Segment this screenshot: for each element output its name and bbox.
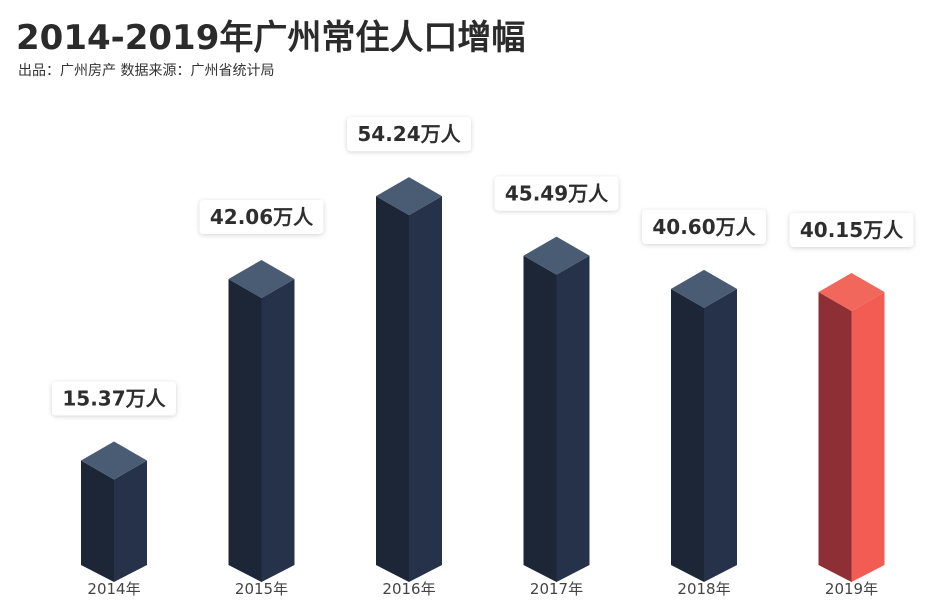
bar-2018年	[671, 269, 737, 582]
bar-top-face	[376, 177, 442, 216]
bar-2016年	[376, 177, 442, 582]
value-label-box	[642, 209, 766, 244]
x-tick-label: 2015年	[235, 580, 288, 598]
value-label-text: 40.60万人	[652, 215, 756, 239]
bar-2015年	[228, 259, 295, 582]
value-label-2014年: 15.37万人	[52, 381, 176, 416]
bar-left-face	[671, 288, 704, 582]
value-label-2016年: 54.24万人	[347, 117, 471, 152]
x-tick-label: 2016年	[382, 580, 435, 598]
value-label-box	[199, 199, 324, 234]
value-label-text: 15.37万人	[62, 386, 166, 410]
value-label-2015年: 42.06万人	[199, 199, 324, 234]
bar-right-face	[114, 460, 147, 582]
x-axis-labels: 2014年 2015年 2016年 2017年 2018年 2019年	[87, 580, 878, 598]
bar-top-face	[671, 269, 737, 308]
x-tick-label: 2017年	[530, 580, 583, 598]
value-labels-group: 15.37万人 42.06万人 54.24万人 45.49万人 40.60万人 40.15…	[52, 117, 914, 416]
bar-left-face	[523, 255, 557, 582]
bars-group	[81, 177, 885, 582]
x-tick-label: 2018年	[677, 580, 730, 598]
x-tick-label: 2014年	[87, 580, 140, 598]
value-label-2018年: 40.60万人	[642, 209, 766, 244]
bar-top-face	[228, 259, 295, 298]
bar-right-face	[409, 196, 442, 582]
value-label-text: 40.15万人	[800, 218, 904, 242]
bar-right-face	[704, 288, 737, 582]
x-tick-label: 2019年	[825, 580, 878, 598]
bar-left-face	[818, 291, 852, 582]
value-label-text: 54.24万人	[357, 122, 461, 146]
value-label-text: 42.06万人	[210, 205, 314, 229]
bar-left-face	[228, 278, 262, 582]
value-label-box	[347, 117, 471, 152]
value-label-2019年: 40.15万人	[789, 212, 914, 247]
bar-left-face	[81, 460, 114, 582]
bar-top-face	[818, 272, 885, 311]
bar-right-face	[851, 291, 885, 582]
bar-right-face	[261, 278, 295, 582]
bar-2014年	[81, 441, 147, 582]
bar-left-face	[376, 196, 409, 582]
value-label-box	[789, 212, 914, 247]
value-label-2017年: 45.49万人	[494, 176, 619, 211]
bar-2019年	[818, 272, 885, 582]
bar-right-face	[556, 255, 590, 582]
chart-title: 2014-2019年广州常住人口增幅	[16, 18, 526, 58]
chart-subtitle: 出品：广州房产 数据来源：广州省统计局	[18, 63, 275, 79]
bar-top-face	[81, 441, 147, 480]
bar-top-face	[523, 236, 590, 275]
value-label-text: 45.49万人	[505, 182, 609, 206]
value-label-box	[494, 176, 619, 211]
bar-2017年	[523, 236, 590, 582]
value-label-box	[52, 381, 176, 416]
